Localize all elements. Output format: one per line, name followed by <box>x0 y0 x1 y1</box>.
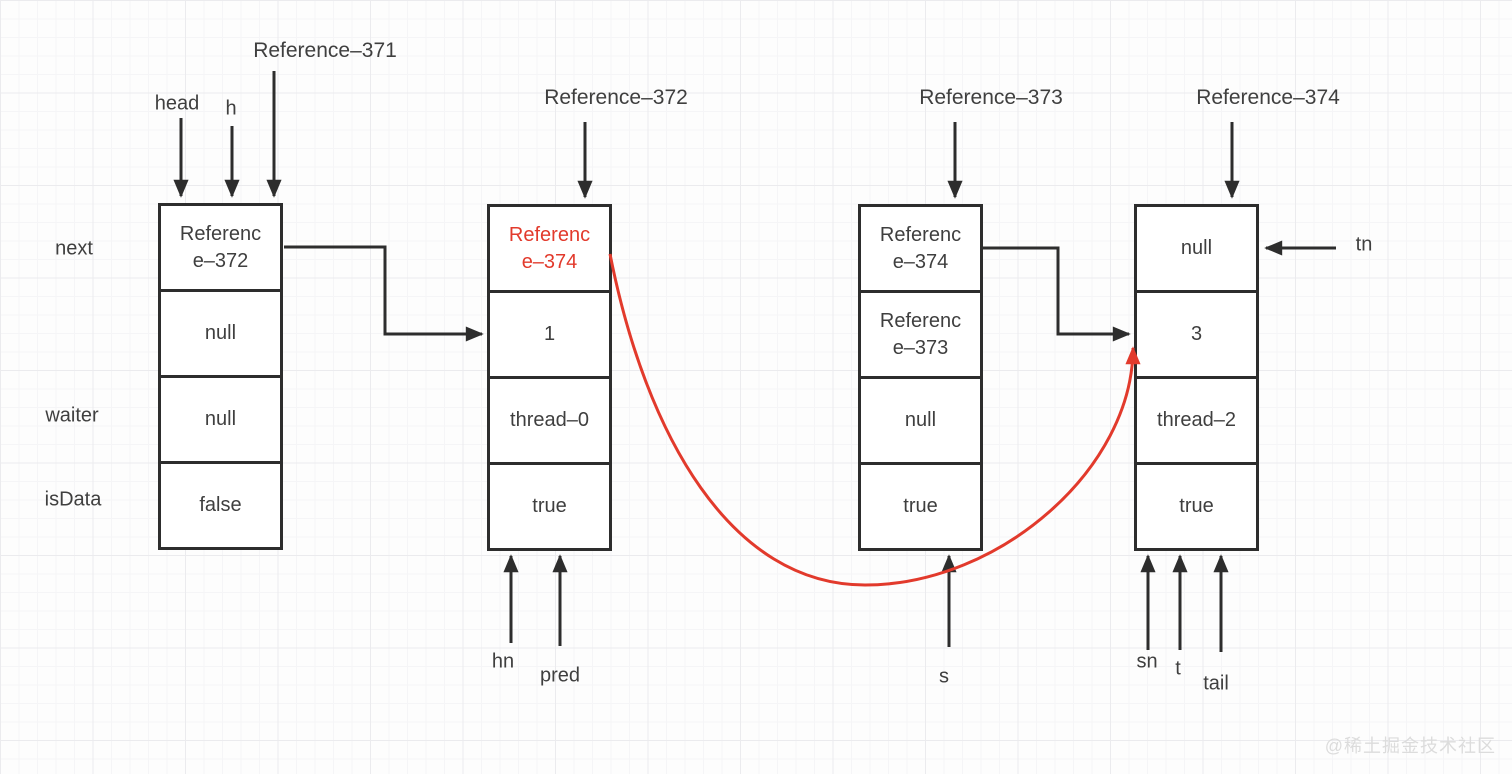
pointer-label-sn: sn <box>1136 650 1158 673</box>
pointer-label-tn: tn <box>1355 233 1373 256</box>
node1-waiter-cell: null <box>161 375 280 461</box>
node-reference-373: Referenc e–374 Referenc e–373 null true <box>858 204 983 551</box>
node1-item-cell: null <box>161 289 280 375</box>
pointer-label-t: t <box>1175 657 1181 680</box>
node3-ref-label: Reference–373 <box>919 86 1063 109</box>
node4-ref-label: Reference–374 <box>1196 86 1340 109</box>
node2-item-cell: 1 <box>490 290 609 376</box>
node3-item-cell: Referenc e–373 <box>861 290 980 376</box>
watermark: @稀土掘金技术社区 <box>1324 736 1496 756</box>
node3-next-cell: Referenc e–374 <box>879 223 962 273</box>
pointer-label-h: h <box>225 97 237 120</box>
node4-item-cell: 3 <box>1137 290 1256 376</box>
node3-next-connector <box>982 246 1131 342</box>
field-label-next: next <box>55 237 93 260</box>
node1-next-cell: Referenc e–372 <box>179 222 262 272</box>
field-label-isdata: isData <box>44 488 102 511</box>
pointer-label-pred: pred <box>539 664 581 687</box>
node4-isdata-cell: true <box>1137 462 1256 548</box>
field-label-waiter: waiter <box>45 404 99 427</box>
node1-ref-label: Reference–371 <box>253 39 397 62</box>
pointer-label-head: head <box>154 92 200 115</box>
node4-waiter-cell: thread–2 <box>1137 376 1256 462</box>
node1-next-connector <box>284 245 484 342</box>
node4-next-cell: null <box>1180 237 1213 259</box>
node2-waiter-cell: thread–0 <box>490 376 609 462</box>
node1-isdata-cell: false <box>161 461 280 547</box>
node2-isdata-cell: true <box>490 462 609 548</box>
node2-next-cell: Referenc e–374 <box>508 223 591 273</box>
node3-isdata-cell: true <box>861 462 980 548</box>
node3-waiter-cell: null <box>861 376 980 462</box>
pointer-label-tail: tail <box>1203 672 1229 695</box>
node-reference-372: Referenc e–374 1 thread–0 true <box>487 204 612 551</box>
node-reference-374: null 3 thread–2 true <box>1134 204 1259 551</box>
node-reference-371: Referenc e–372 null null false <box>158 203 283 550</box>
node2-ref-label: Reference–372 <box>544 86 688 109</box>
pointer-label-hn: hn <box>491 650 515 673</box>
pointer-label-s: s <box>939 665 949 688</box>
